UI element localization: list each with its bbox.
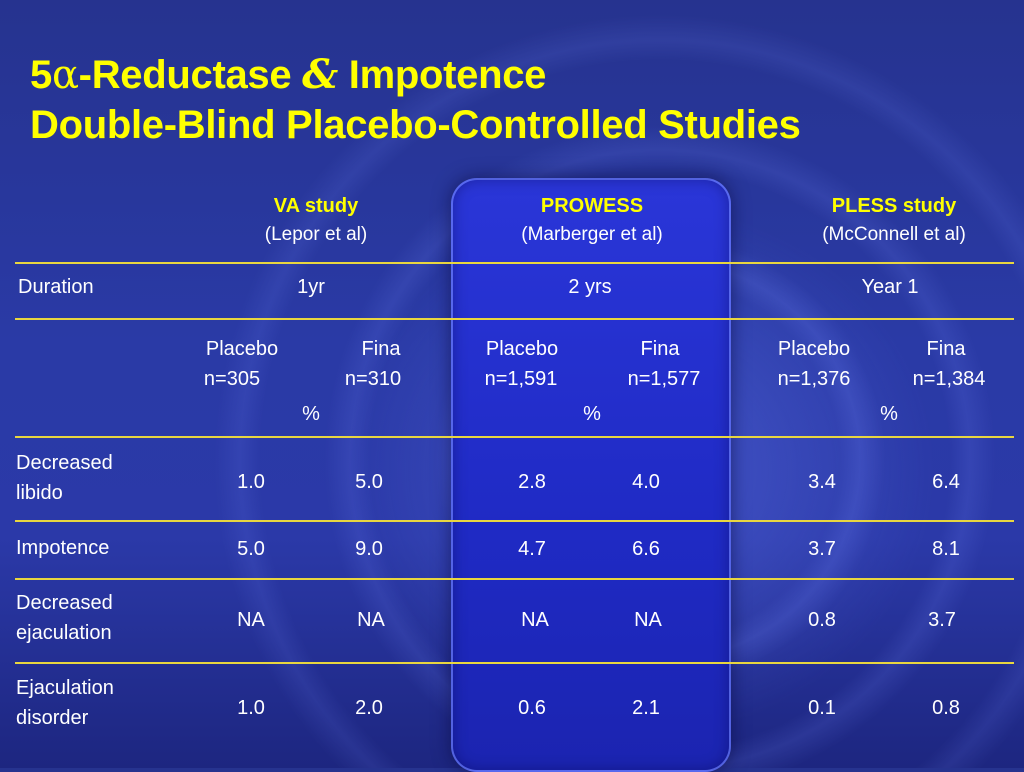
arm-fina-prowess: Fina [640, 338, 680, 360]
title-line-2: Double-Blind Placebo-Controlled Studies [30, 103, 801, 147]
row-label-line: Ejaculation [16, 677, 114, 699]
arm-n-fina-prowess: n=1,577 [627, 368, 701, 390]
prowess-column-highlight [451, 178, 731, 772]
table-cell: 1.0 [237, 697, 265, 719]
row-label-decreased-libido: Decreased libido [16, 448, 113, 508]
divider-line [15, 262, 1014, 264]
arm-placebo-pless: Placebo [777, 338, 851, 360]
arm-fina-va: Fina [361, 338, 401, 360]
study-name-prowess: PROWESS [540, 195, 644, 217]
table-cell: 0.8 [932, 697, 960, 719]
table-cell: 9.0 [355, 538, 383, 560]
table-cell: 5.0 [355, 471, 383, 493]
duration-label: Duration [18, 276, 94, 298]
title-impotence: Impotence [337, 53, 547, 97]
arm-n-placebo-prowess: n=1,591 [484, 368, 558, 390]
title-reductase: -Reductase [78, 53, 303, 97]
table-cell: 4.0 [632, 471, 660, 493]
row-label-line: disorder [16, 707, 89, 729]
row-label-impotence: Impotence [16, 533, 109, 563]
table-cell: NA [357, 609, 385, 631]
unit-percent-va: % [302, 403, 320, 425]
duration-prowess: 2 yrs [568, 276, 612, 298]
arm-placebo-prowess: Placebo [485, 338, 559, 360]
table-cell: NA [634, 609, 662, 631]
study-name-pless: PLESS study [831, 195, 957, 217]
divider-line [15, 578, 1014, 580]
row-label-decreased-ejaculation: Decreased ejaculation [16, 588, 113, 648]
title-ampersand: & [302, 51, 338, 98]
divider-line [15, 520, 1014, 522]
divider-line [15, 662, 1014, 664]
table-cell: 8.1 [932, 538, 960, 560]
row-label-line: Decreased [16, 452, 113, 474]
table-cell: 0.1 [808, 697, 836, 719]
table-cell: NA [521, 609, 549, 631]
table-cell: 2.1 [632, 697, 660, 719]
unit-percent-pless: % [880, 403, 898, 425]
table-cell: 6.6 [632, 538, 660, 560]
table-cell: 3.7 [928, 609, 956, 631]
arm-n-fina-pless: n=1,384 [912, 368, 986, 390]
divider-line [15, 318, 1014, 320]
table-cell: NA [237, 609, 265, 631]
row-label-line: libido [16, 482, 63, 504]
row-label-ejaculation-disorder: Ejaculation disorder [16, 673, 114, 733]
divider-line [15, 436, 1014, 438]
table-cell: 6.4 [932, 471, 960, 493]
table-cell: 5.0 [237, 538, 265, 560]
study-name-va: VA study [273, 195, 359, 217]
row-label-line: Decreased [16, 592, 113, 614]
title-number: 5 [30, 53, 52, 97]
unit-percent-prowess: % [583, 403, 601, 425]
arm-n-fina-va: n=310 [344, 368, 402, 390]
row-label-line: Impotence [16, 537, 110, 559]
table-cell: 0.6 [518, 697, 546, 719]
table-cell: 1.0 [237, 471, 265, 493]
study-ref-prowess: (Marberger et al) [521, 224, 663, 245]
duration-pless: Year 1 [861, 276, 919, 298]
arm-fina-pless: Fina [926, 338, 966, 360]
study-ref-va: (Lepor et al) [264, 224, 368, 245]
table-cell: 2.8 [518, 471, 546, 493]
table-cell: 0.8 [808, 609, 836, 631]
table-cell: 4.7 [518, 538, 546, 560]
title-line-1: 5α-Reductase & Impotence [30, 50, 801, 100]
study-ref-pless: (McConnell et al) [822, 224, 966, 245]
table-cell: 3.4 [808, 471, 836, 493]
slide-title: 5α-Reductase & Impotence Double-Blind Pl… [30, 50, 801, 150]
duration-va: 1yr [297, 276, 325, 298]
arm-n-placebo-va: n=305 [203, 368, 261, 390]
row-label-line: ejaculation [16, 622, 112, 644]
title-alpha-symbol: α [51, 52, 79, 98]
arm-placebo-va: Placebo [205, 338, 279, 360]
table-cell: 3.7 [808, 538, 836, 560]
table-cell: 2.0 [355, 697, 383, 719]
arm-n-placebo-pless: n=1,376 [777, 368, 851, 390]
